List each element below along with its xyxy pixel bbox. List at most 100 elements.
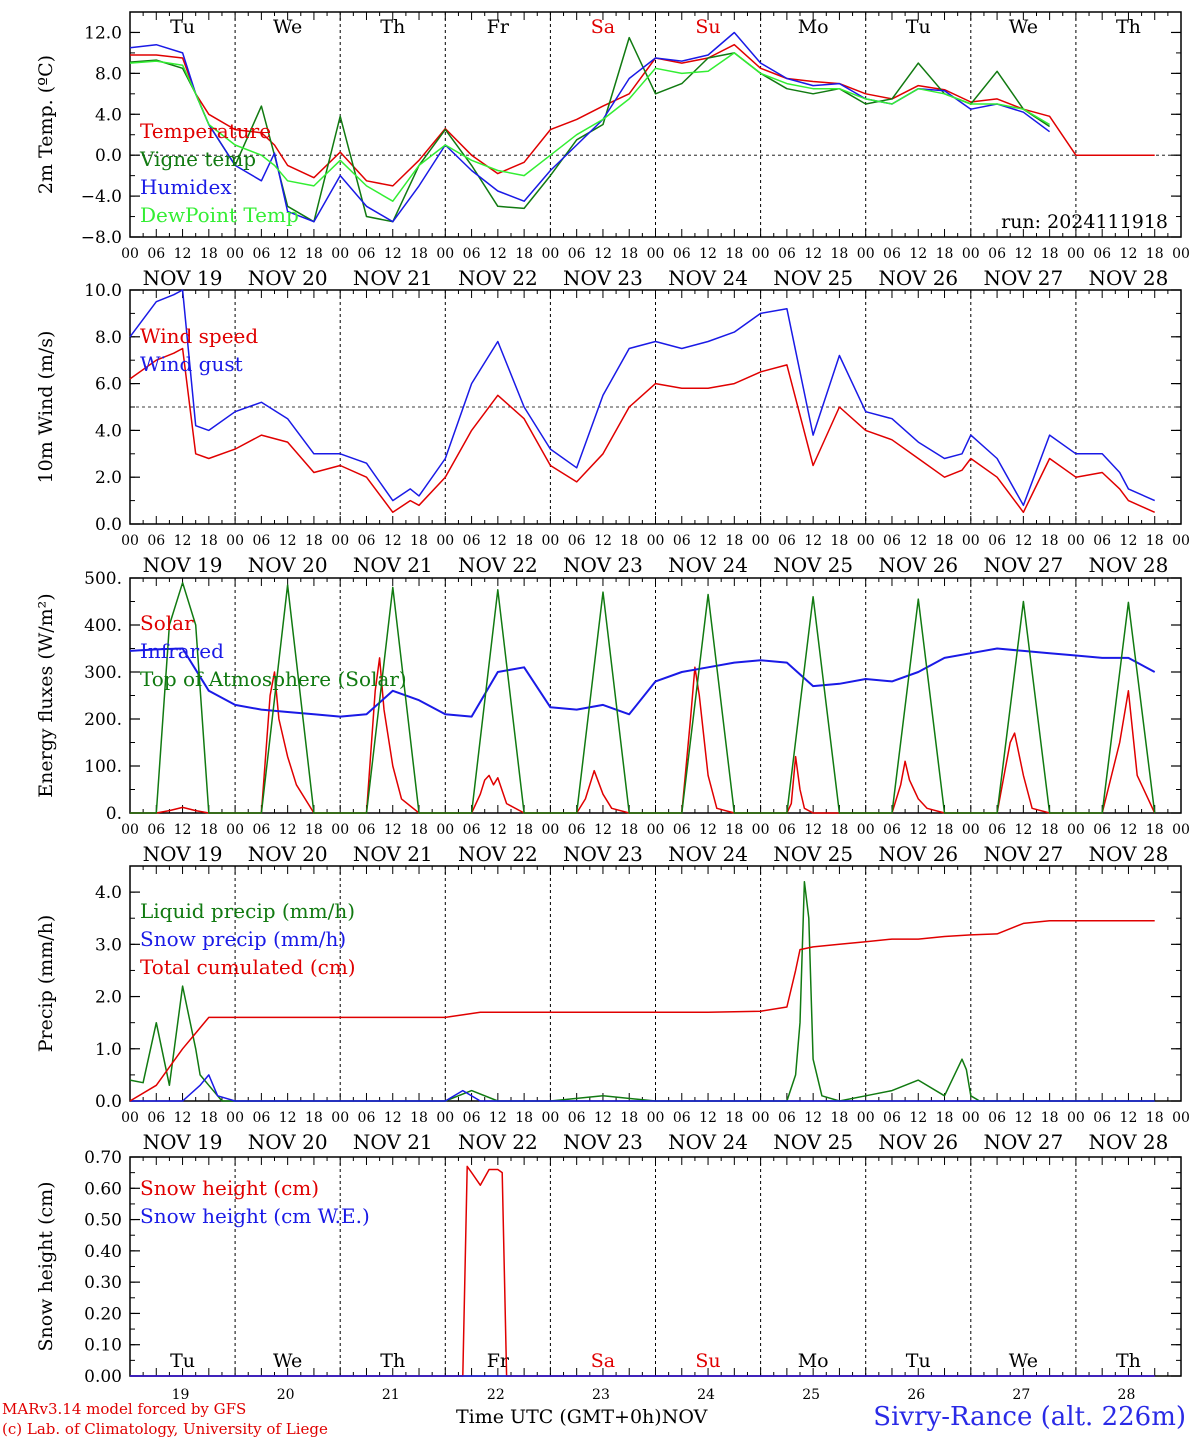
legend-entry: Wind gust [140,352,243,376]
legend-entry: Temperature [140,119,271,143]
x-date-label: NOV 22 [458,553,538,577]
x-day-number: 25 [802,1387,820,1403]
x-hour-label: 06 [988,1110,1006,1126]
x-day-number: 28 [1118,1387,1136,1403]
x-hour-label: 12 [699,1110,717,1126]
x-date-label: NOV 21 [353,1130,433,1154]
y-tick-label: 8.0 [95,328,122,348]
x-hour-label: 06 [988,246,1006,262]
x-hour-label: 18 [1146,246,1164,262]
x-date-label: NOV 24 [668,266,748,290]
panel-3: 500. 400. 300. 200. 100. 0. Energy fluxes (W/m… [35,569,1190,866]
x-hour-label: 18 [725,246,743,262]
x-date-label: NOV 26 [878,842,958,866]
x-date-label: NOV 19 [143,842,223,866]
x-hour-label: 12 [804,246,822,262]
x-hour-label: 06 [673,822,691,838]
x-date-label: NOV 21 [353,266,433,290]
x-hour-label: 00 [962,1110,980,1126]
y-tick-label: 0.10 [84,1336,122,1356]
x-hour-label: 12 [909,246,927,262]
legend-entry: Vigne temp [139,147,256,171]
x-hour-label: 06 [673,1110,691,1126]
x-date-label: NOV 28 [1089,1130,1169,1154]
x-hour-label: 12 [594,246,612,262]
x-hour-label: 00 [752,533,770,549]
y-tick-label: 2.0 [95,468,122,488]
x-hour-label: 06 [252,1110,270,1126]
y-tick-label: −8.0 [81,228,122,248]
y-tick-label: 300. [84,663,122,683]
x-hour-label: 00 [752,1110,770,1126]
x-hour-label: 12 [1014,246,1032,262]
x-hour-label: 18 [410,822,428,838]
x-hour-label: 00 [226,822,244,838]
x-hour-label: 00 [121,246,139,262]
x-hour-label: 18 [200,246,218,262]
x-hour-label: 00 [857,246,875,262]
x-day-number: 24 [697,1387,715,1403]
y-tick-label: 500. [84,569,122,589]
weekday-label: Fr [487,1350,510,1372]
x-hour-label: 18 [1146,1110,1164,1126]
x-hour-label: 00 [1172,533,1190,549]
legend-entry: Wind speed [140,324,258,348]
legend-entry: Total cumulated (cm) [140,955,356,979]
x-hour-label: 06 [673,246,691,262]
x-hour-label: 12 [909,822,927,838]
x-hour-label: 12 [174,246,192,262]
x-hour-label: 06 [1093,822,1111,838]
x-date-label: NOV 19 [143,553,223,577]
x-hour-label: 00 [331,533,349,549]
x-day-number: 27 [1012,1387,1030,1403]
weekday-label: Fr [487,16,510,38]
y-tick-label: 0.0 [95,146,122,166]
x-hour-label: 00 [331,246,349,262]
x-day-number: 26 [907,1387,925,1403]
x-hour-label: 18 [1041,533,1059,549]
x-hour-label: 18 [725,533,743,549]
panel-1: 12.0 8.0 4.0 0.0 −4.0 −8.0 2m Temp. (ºC) 00 06 12… [35,11,1190,290]
x-hour-label: 00 [541,822,559,838]
x-hour-label: 18 [410,246,428,262]
weekday-label: Tu [906,1350,931,1372]
x-hour-label: 18 [515,533,533,549]
x-date-label: NOV 24 [668,553,748,577]
x-hour-label: 06 [147,822,165,838]
x-hour-label: 12 [489,822,507,838]
weekday-label: Th [380,1350,405,1372]
x-hour-label: 00 [436,1110,454,1126]
x-hour-label: 00 [1172,1110,1190,1126]
series-line [129,52,1050,202]
legend-entry: DewPoint Temp [140,203,299,227]
x-hour-label: 18 [936,533,954,549]
x-hour-label: 12 [699,822,717,838]
x-hour-label: 00 [1067,533,1085,549]
series-line [129,347,1156,514]
weekday-label: Tu [170,16,195,38]
weekday-label: Tu [906,16,931,38]
x-day-number: 20 [277,1387,295,1403]
x-hour-label: 18 [936,246,954,262]
x-hour-label: 18 [410,533,428,549]
x-date-label: NOV 24 [668,1130,748,1154]
x-hour-label: 12 [1120,533,1138,549]
y-axis-label: 2m Temp. (ºC) [35,55,57,194]
x-hour-label: 12 [909,533,927,549]
x-hour-label: 12 [594,533,612,549]
y-axis-label: Energy fluxes (W/m²) [35,593,57,797]
x-date-label: NOV 27 [983,553,1063,577]
y-tick-label: 2.0 [95,988,122,1008]
x-hour-label: 18 [515,822,533,838]
x-hour-label: 18 [305,822,323,838]
panel-4: 4.0 3.0 2.0 1.0 0.0 Precip (mm/h) 00 06 12 18 NOV … [35,865,1190,1154]
x-hour-label: 06 [147,533,165,549]
x-date-label: NOV 27 [983,266,1063,290]
x-hour-label: 18 [1041,1110,1059,1126]
x-date-label: NOV 27 [983,1130,1063,1154]
x-hour-label: 12 [1120,246,1138,262]
weekday-label: Th [380,16,405,38]
x-hour-label: 06 [778,533,796,549]
x-hour-label: 06 [147,246,165,262]
